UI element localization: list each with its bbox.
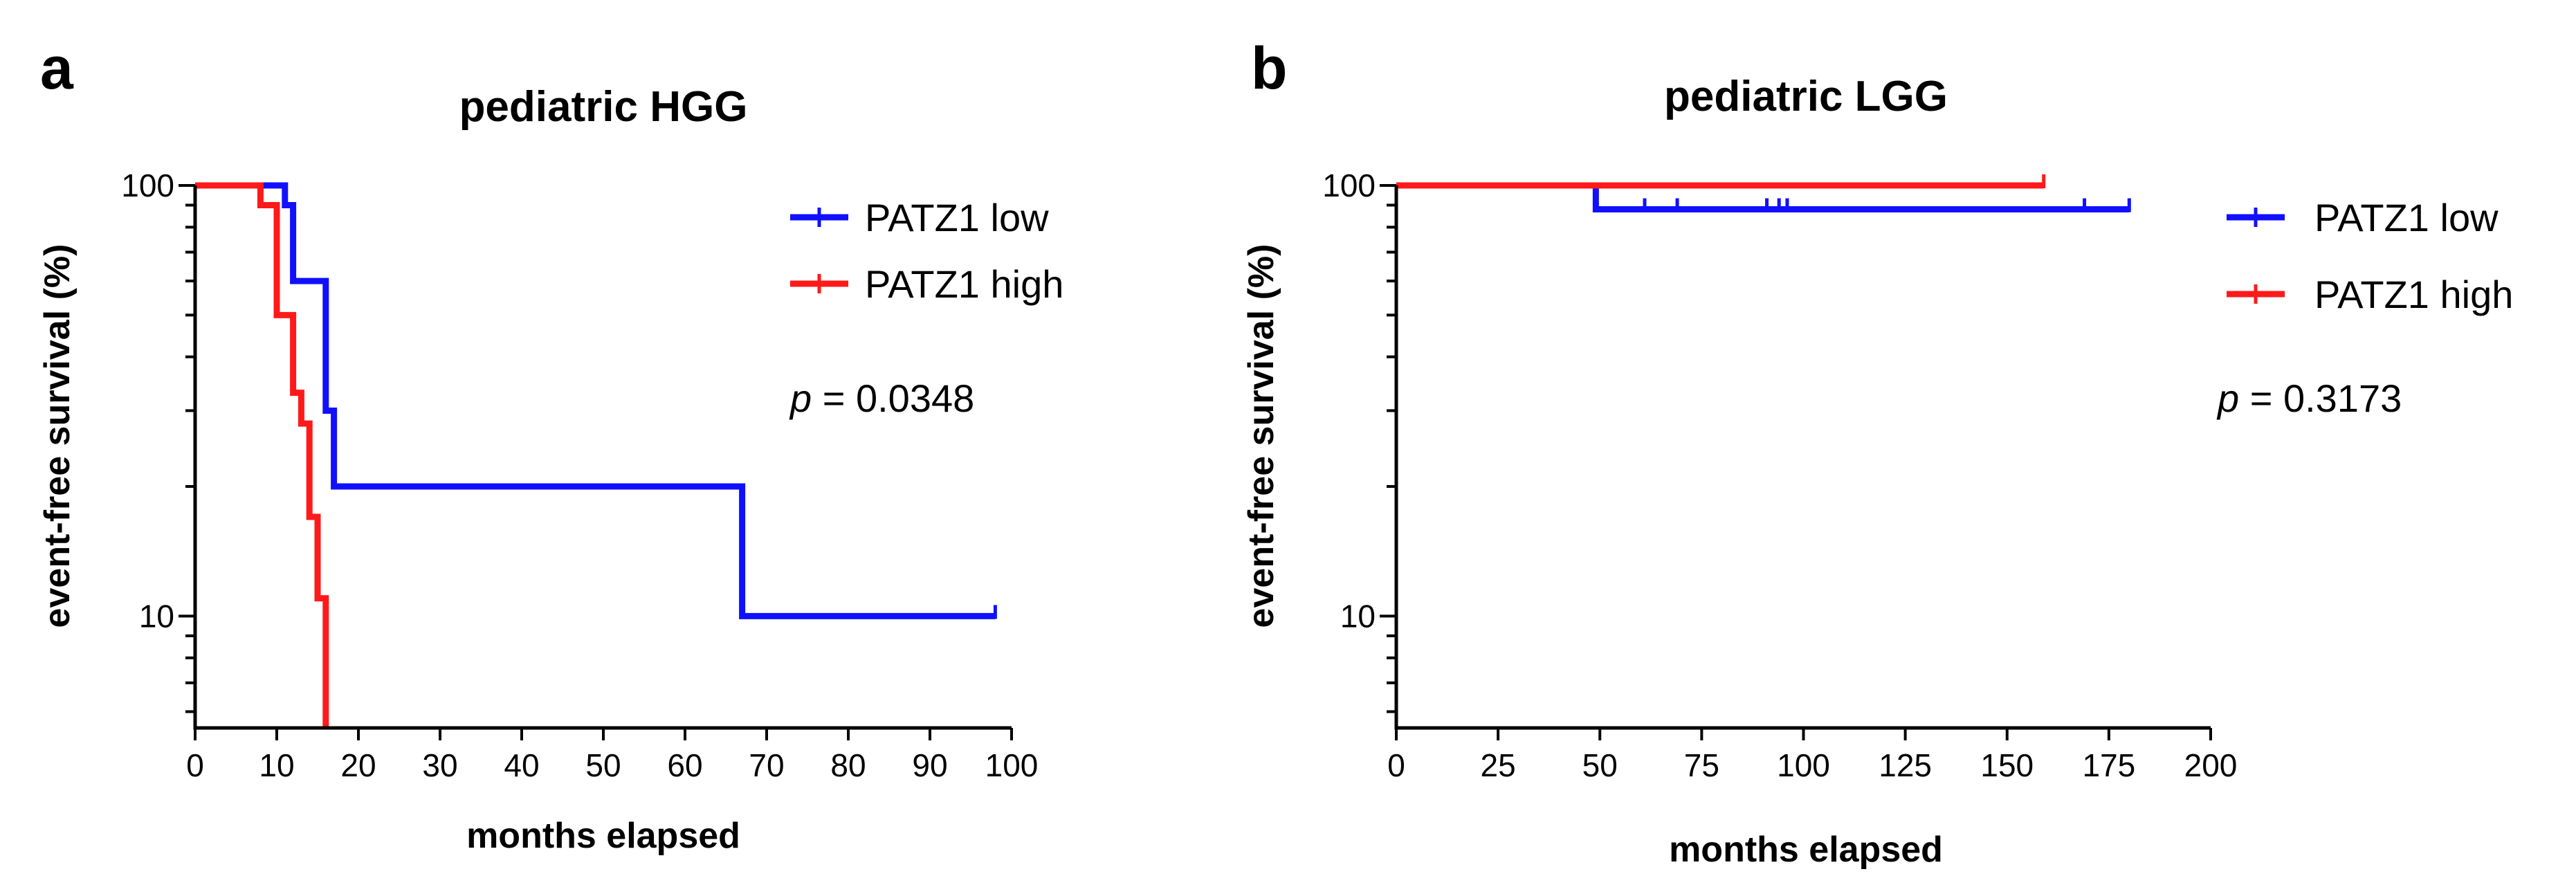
legend-item-patz1-high-a: PATZ1 high bbox=[790, 262, 1063, 306]
x-tick-label-90-a: 90 bbox=[912, 747, 947, 783]
x-tick-label-0-b: 0 bbox=[1387, 747, 1405, 783]
y-tick-label-10-b: 10 bbox=[1340, 598, 1376, 634]
panel-letter-b: b bbox=[1251, 35, 1288, 102]
x-tick-label-100-b: 100 bbox=[1777, 747, 1830, 783]
x-tick-label-175-b: 175 bbox=[2083, 747, 2136, 783]
y-tick-label-10-a: 10 bbox=[139, 598, 174, 634]
y-axis-label-b: event-free survival (%) bbox=[1241, 244, 1281, 628]
x-tick-label-20-a: 20 bbox=[340, 747, 376, 783]
chart-title-b: pediatric LGG bbox=[1664, 73, 1948, 120]
legend-item-patz1-high-b: PATZ1 high bbox=[2227, 273, 2513, 316]
series-b bbox=[1396, 174, 2131, 213]
y-tick-label-100-b: 100 bbox=[1322, 167, 1376, 203]
p-value-b: p = 0.3173 bbox=[2216, 376, 2402, 420]
p-value-symbol-b: p bbox=[2216, 376, 2239, 420]
ticks-a: 0 10 20 30 40 50 60 70 80 90 100 10 100 bbox=[121, 167, 1038, 783]
legend-item-patz1-low-a: PATZ1 low bbox=[790, 196, 1049, 239]
x-tick-label-75-b: 75 bbox=[1684, 747, 1719, 783]
legend-item-patz1-low-b: PATZ1 low bbox=[2227, 196, 2499, 239]
x-tick-label-125-b: 125 bbox=[1879, 747, 1932, 783]
ticks-b: 0 25 50 75 100 125 150 175 200 10 100 bbox=[1322, 167, 2237, 783]
panel-b: b pediatric LGG months elapsed event-fre… bbox=[1241, 35, 2513, 870]
axes-b bbox=[1394, 185, 2211, 730]
series-a bbox=[195, 182, 997, 728]
x-tick-label-10-a: 10 bbox=[259, 747, 294, 783]
p-value-text-b: = 0.3173 bbox=[2239, 376, 2402, 420]
legend-label-low-a: PATZ1 low bbox=[865, 196, 1049, 239]
x-tick-label-100-a: 100 bbox=[985, 747, 1039, 783]
survival-curve-high-a bbox=[195, 182, 329, 728]
x-tick-label-0-a: 0 bbox=[186, 747, 204, 783]
legend-b: PATZ1 low PATZ1 high bbox=[2227, 196, 2513, 316]
panel-letter-a: a bbox=[40, 35, 74, 102]
p-value-a: p = 0.0348 bbox=[789, 376, 974, 420]
legend-label-low-b: PATZ1 low bbox=[2314, 196, 2499, 239]
p-value-text-a: = 0.0348 bbox=[812, 376, 974, 420]
x-tick-label-70-a: 70 bbox=[749, 747, 784, 783]
legend-label-high-b: PATZ1 high bbox=[2314, 273, 2513, 316]
y-axis-label-a: event-free survival (%) bbox=[37, 244, 77, 628]
x-tick-label-50-a: 50 bbox=[585, 747, 621, 783]
x-tick-label-25-b: 25 bbox=[1481, 747, 1516, 783]
panel-a: a pediatric HGG months elapsed event-fre… bbox=[37, 35, 1063, 856]
legend-a: PATZ1 low PATZ1 high bbox=[790, 196, 1063, 306]
x-tick-label-200-b: 200 bbox=[2184, 747, 2238, 783]
chart-title-a: pediatric HGG bbox=[459, 83, 748, 131]
x-tick-label-30-a: 30 bbox=[422, 747, 457, 783]
x-tick-label-60-a: 60 bbox=[667, 747, 702, 783]
x-axis-label-b: months elapsed bbox=[1669, 830, 1943, 870]
legend-label-high-a: PATZ1 high bbox=[865, 262, 1063, 306]
x-axis-label-a: months elapsed bbox=[466, 816, 740, 856]
survival-curve-low-b bbox=[1396, 182, 2130, 213]
y-tick-label-100-a: 100 bbox=[121, 167, 174, 203]
survival-curve-low-a bbox=[195, 182, 996, 619]
x-tick-label-80-a: 80 bbox=[830, 747, 866, 783]
x-tick-label-150-b: 150 bbox=[1980, 747, 2034, 783]
x-tick-label-40-a: 40 bbox=[504, 747, 539, 783]
x-tick-label-50-b: 50 bbox=[1582, 747, 1618, 783]
p-value-symbol-a: p bbox=[789, 376, 812, 420]
axes-a bbox=[193, 185, 1012, 730]
